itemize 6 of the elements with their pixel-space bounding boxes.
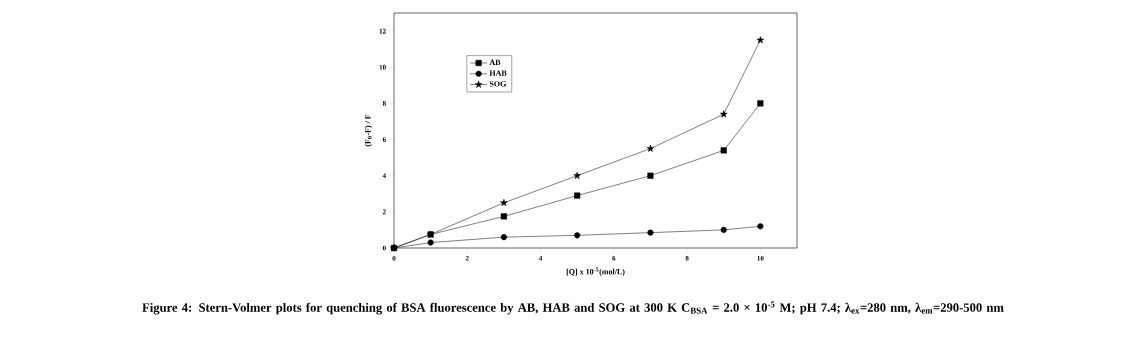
x-axis-title: [Q] x 10$^{-5}$(mol/L) xyxy=(566,267,625,277)
legend-label: HAB xyxy=(489,70,507,76)
legend-label: SOG xyxy=(489,81,507,87)
text: Figure 4: Stern-Volmer plots for quenching of BSA fluorescence by AB, HAB and SOG at 300 K C$_{BSA}$ = 2.0 × 10$^{-5}$ M; pH 7.4; λ$_{ex}$=280 nm, λ$_{em}$=290-500 nm xyxy=(142,301,1004,315)
y-axis-title: (F$_{0}$-F) / F xyxy=(364,114,373,147)
legend-label: AB xyxy=(489,59,501,65)
